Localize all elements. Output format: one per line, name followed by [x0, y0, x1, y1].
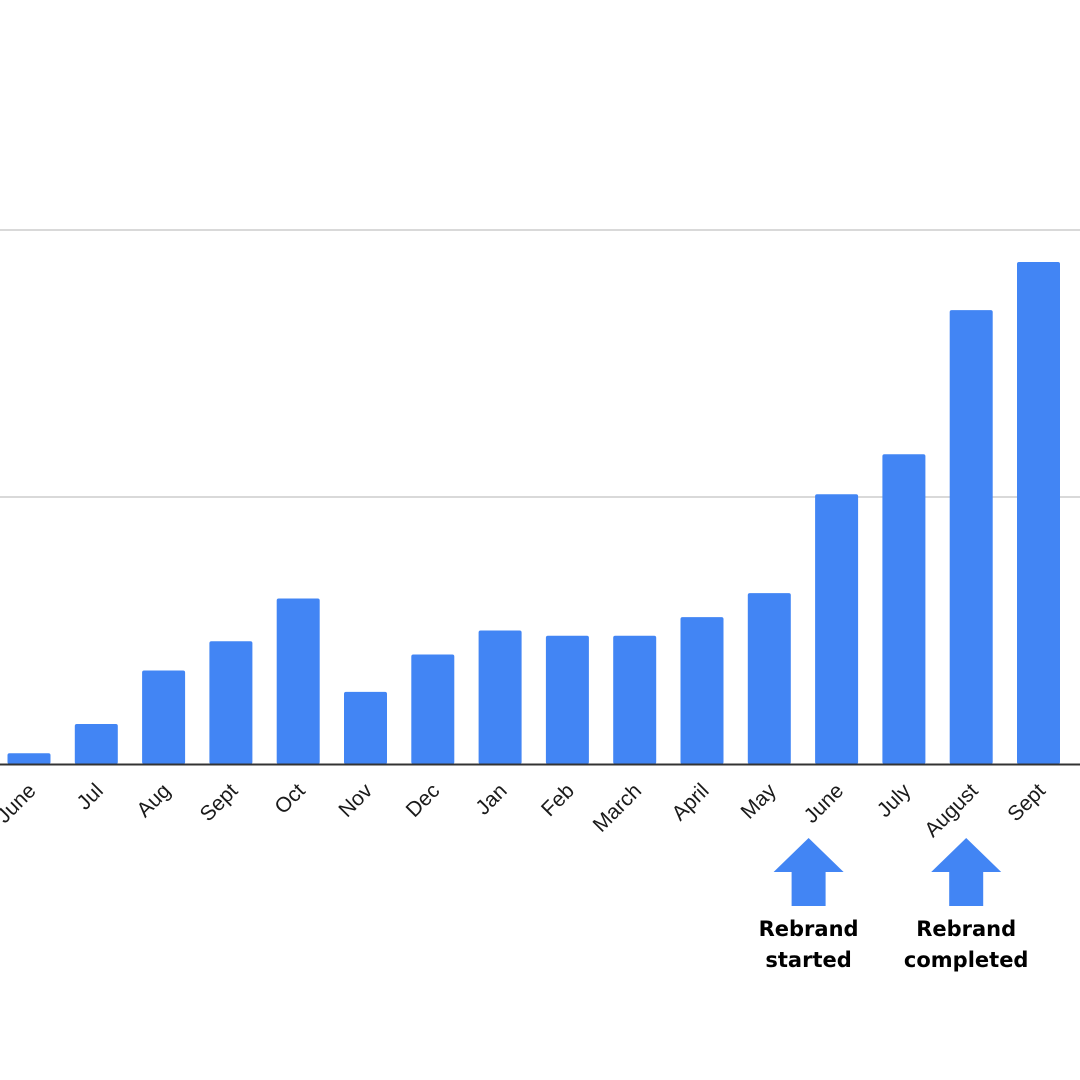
annotation-label-line-2: completed	[904, 948, 1029, 972]
x-tick-label-13: July	[873, 779, 916, 822]
annotation-rebrand-completed: Rebrand completed	[904, 838, 1029, 972]
bar-9-march	[613, 635, 657, 764]
x-tick-labels: June Jul Aug Sept Oct Nov Dec Jan Feb March April M…	[0, 779, 1050, 842]
x-tick-label-6: Dec	[402, 779, 445, 822]
annotation-label-line-1: Rebrand	[759, 917, 859, 941]
bar-11-may	[747, 593, 791, 764]
bar-2-aug	[142, 670, 186, 764]
bar-4-oct	[276, 598, 320, 764]
x-tick-label-1: Jul	[73, 779, 108, 814]
annotation-label-line-1: Rebrand	[916, 917, 1016, 941]
bar-5-nov	[344, 691, 387, 764]
up-arrow-icon	[931, 838, 1002, 906]
x-tick-label-3: Sept	[196, 779, 243, 826]
bar-14-august	[949, 310, 993, 764]
x-tick-label-2: Aug	[132, 779, 175, 822]
x-tick-label-10: April	[668, 779, 714, 825]
bar-6-dec	[411, 654, 455, 764]
up-arrow-icon	[773, 838, 844, 906]
bar-8-feb	[545, 635, 589, 764]
bar-13-july	[882, 454, 926, 764]
x-tick-label-9: March	[589, 779, 647, 837]
x-tick-label-0: June	[0, 779, 41, 827]
x-tick-label-7: Jan	[471, 779, 511, 819]
x-tick-label-12: June	[800, 779, 848, 827]
bar-10-april	[680, 617, 724, 764]
bars	[7, 262, 1060, 764]
x-tick-label-8: Feb	[537, 779, 579, 821]
x-tick-label-4: Oct	[270, 779, 309, 818]
bar-15-sept	[1017, 262, 1060, 764]
x-tick-label-5: Nov	[334, 779, 377, 822]
annotation-rebrand-started: Rebrand started	[759, 838, 859, 972]
bar-1-jul	[74, 724, 118, 764]
x-tick-label-14: August	[920, 779, 983, 842]
bar-12-june	[815, 494, 859, 764]
bar-3-sept	[209, 641, 253, 764]
x-tick-label-11: May	[737, 779, 782, 824]
x-tick-label-15: Sept	[1003, 779, 1050, 826]
annotation-label-line-2: started	[765, 948, 851, 972]
bar-0-june	[7, 753, 51, 764]
bar-7-jan	[478, 630, 522, 764]
annotations: Rebrand started Rebrand completed	[759, 838, 1029, 972]
